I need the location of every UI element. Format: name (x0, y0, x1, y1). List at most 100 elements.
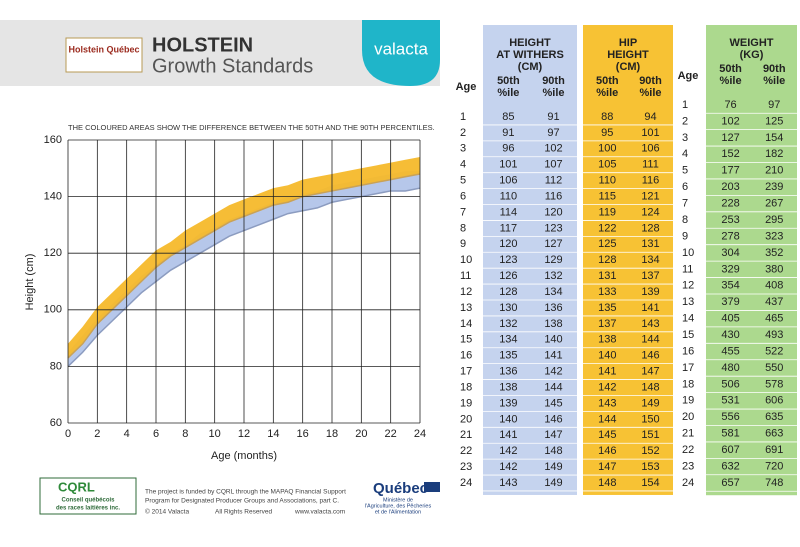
value-cell: 127 (721, 132, 739, 144)
age-cell: 21 (460, 429, 472, 441)
value-cell: 129 (544, 254, 562, 266)
value-cell: 493 (765, 329, 783, 341)
value-cell: 128 (499, 286, 517, 298)
value-cell: 143 (598, 397, 616, 409)
percentile-band (68, 156, 420, 358)
value-cell: 96 (502, 143, 514, 155)
column-band (583, 25, 673, 495)
group-title: (CM) (518, 61, 543, 73)
value-cell: 122 (598, 222, 616, 234)
value-cell: 430 (721, 329, 739, 341)
x-tick-label: 12 (238, 428, 250, 440)
age-cell: 9 (460, 238, 466, 250)
x-tick-label: 10 (209, 428, 221, 440)
value-cell: 112 (545, 175, 563, 187)
value-cell: 128 (641, 222, 659, 234)
age-cell: 6 (460, 190, 466, 202)
group-title: HEIGHT (607, 49, 649, 61)
value-cell: 124 (641, 206, 659, 218)
age-cell: 6 (682, 181, 688, 193)
y-tick-label: 60 (50, 417, 62, 429)
value-cell: 720 (765, 460, 783, 472)
value-cell: 134 (499, 334, 517, 346)
x-tick-label: 6 (153, 428, 159, 440)
value-cell: 354 (721, 280, 739, 292)
value-cell: 379 (721, 296, 739, 308)
value-cell: 127 (544, 238, 562, 250)
value-cell: 121 (641, 190, 659, 202)
value-cell: 149 (641, 397, 659, 409)
age-cell: 3 (460, 143, 466, 155)
value-cell: 110 (500, 190, 518, 202)
value-cell: 91 (547, 111, 559, 123)
group-title: HEIGHT (509, 37, 551, 49)
group-title: WEIGHT (730, 37, 774, 49)
value-cell: 143 (499, 477, 517, 489)
age-cell: 10 (682, 247, 694, 259)
age-cell: 20 (460, 413, 472, 425)
value-cell: 148 (598, 477, 616, 489)
age-cell: 20 (682, 411, 694, 423)
value-cell: 91 (502, 127, 514, 139)
age-cell: 18 (682, 378, 694, 390)
age-cell: 17 (682, 362, 694, 374)
value-cell: 134 (544, 286, 562, 298)
cqrl-line: des races laitières inc. (56, 506, 120, 512)
value-cell: 323 (765, 230, 783, 242)
quebec: Québec (373, 480, 428, 497)
value-cell: 138 (499, 381, 517, 393)
value-cell: 635 (765, 411, 783, 423)
value-cell: 607 (721, 444, 739, 456)
group-title: AT WITHERS (496, 49, 564, 61)
group-title: HIP (619, 37, 637, 49)
value-cell: 88 (601, 111, 613, 123)
age-cell: 9 (682, 230, 688, 242)
col-header: 50th (719, 63, 742, 75)
logo-box (65, 37, 143, 73)
value-cell: 531 (721, 395, 739, 407)
value-cell: 105 (598, 159, 616, 171)
value-cell: 106 (641, 143, 659, 155)
value-cell: 148 (544, 445, 562, 457)
value-cell: 139 (499, 397, 517, 409)
value-cell: 239 (765, 181, 783, 193)
value-cell: 146 (544, 413, 562, 425)
cqrl-line: Conseil québécois (61, 498, 115, 504)
value-cell: 76 (724, 99, 736, 111)
group-title: (CM) (616, 61, 641, 73)
value-cell: 380 (765, 263, 783, 275)
age-cell: 13 (460, 302, 472, 314)
value-cell: 578 (765, 378, 783, 390)
col-header: 90th (542, 75, 565, 87)
y-tick-label: 120 (44, 247, 62, 259)
ministry-line: et de l'Alimentation (375, 509, 421, 515)
value-cell: 748 (765, 477, 783, 489)
value-cell: 141 (499, 429, 517, 441)
value-cell: 107 (544, 159, 562, 171)
value-cell: 130 (499, 302, 517, 314)
value-cell: 111 (642, 159, 659, 171)
age-cell: 3 (682, 132, 688, 144)
value-cell: 120 (544, 206, 562, 218)
age-cell: 8 (682, 214, 688, 226)
y-tick-label: 100 (44, 304, 62, 316)
x-tick-label: 2 (94, 428, 100, 440)
value-cell: 134 (641, 254, 659, 266)
x-tick-label: 4 (124, 428, 130, 440)
value-cell: 131 (641, 238, 659, 250)
col-header: 50th (596, 75, 619, 87)
value-cell: 253 (721, 214, 739, 226)
x-tick-label: 24 (414, 428, 426, 440)
value-cell: 101 (641, 127, 659, 139)
age-cell: 11 (682, 263, 693, 275)
column-band (706, 25, 797, 496)
age-cell: 5 (460, 175, 466, 187)
value-cell: 329 (721, 263, 739, 275)
y-label: Height (cm) (24, 254, 36, 311)
value-cell: 556 (721, 411, 739, 423)
value-cell: 139 (641, 286, 659, 298)
value-cell: 144 (544, 381, 562, 393)
value-cell: 94 (644, 111, 656, 123)
age-cell: 12 (460, 286, 472, 298)
value-cell: 140 (544, 334, 562, 346)
